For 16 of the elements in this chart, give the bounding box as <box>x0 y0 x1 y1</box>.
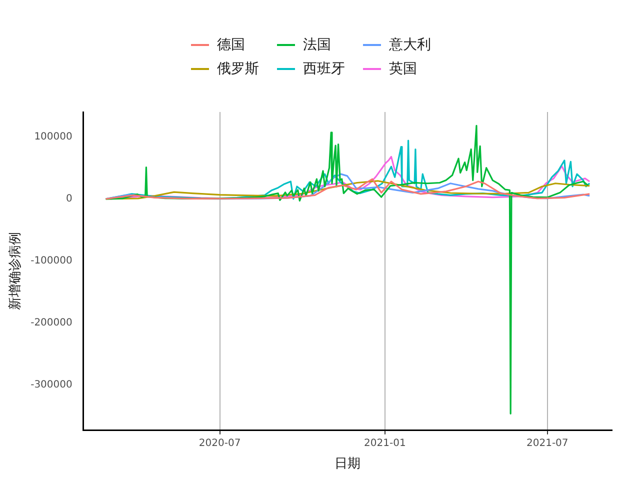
y-tick-label: -100000 <box>30 256 72 267</box>
legend-label: 德国 <box>217 36 245 54</box>
x-tick-label: 2021-01 <box>364 438 406 449</box>
legend-label: 法国 <box>303 36 331 54</box>
x-axis-title: 日期 <box>334 456 361 472</box>
y-tick-label: 0 <box>66 193 72 204</box>
y-tick-label: 100000 <box>34 131 72 142</box>
y-tick-label: -300000 <box>30 380 72 391</box>
y-axis-title: 新增确诊病例 <box>8 232 24 310</box>
legend-label: 西班牙 <box>303 60 345 78</box>
x-tick-label: 2020-07 <box>198 438 241 449</box>
legend-label: 英国 <box>389 60 417 78</box>
legend-label: 俄罗斯 <box>217 60 259 78</box>
x-tick-label: 2021-07 <box>526 438 568 449</box>
legend-label: 意大利 <box>389 36 431 54</box>
y-tick-label: -200000 <box>30 318 72 329</box>
